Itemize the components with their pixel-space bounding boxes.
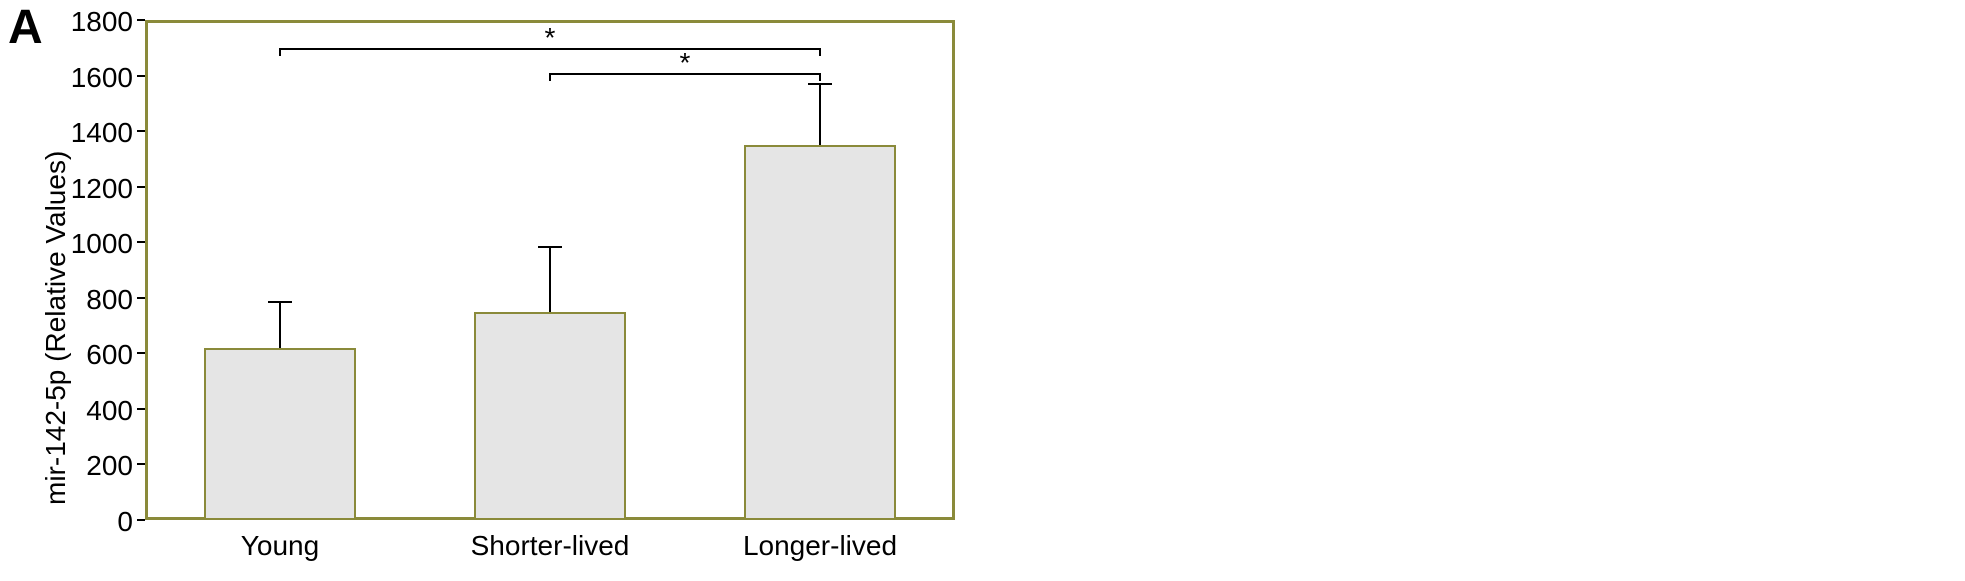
ytick-label: 200 — [86, 450, 133, 482]
ytick-mark — [137, 130, 145, 132]
significance-star: * — [680, 49, 691, 77]
ytick-label: 400 — [86, 395, 133, 427]
x-category-label: Longer-lived — [743, 530, 897, 562]
figure-row: A mir-142-5p (Relative Values) 020040060… — [0, 0, 1965, 581]
ytick-label: 800 — [86, 284, 133, 316]
ytick-mark — [137, 297, 145, 299]
ytick-mark — [137, 75, 145, 77]
bar — [744, 145, 895, 520]
ytick-label: 1000 — [71, 228, 133, 260]
bar — [204, 348, 355, 520]
error-bar-stem — [819, 83, 821, 146]
significance-bracket-tick — [819, 73, 821, 81]
error-bar-stem — [279, 301, 281, 348]
ytick-mark — [137, 408, 145, 410]
ytick-label: 1600 — [71, 62, 133, 94]
x-category-label: Shorter-lived — [471, 530, 630, 562]
ytick-label: 1200 — [71, 173, 133, 205]
panel-a-ylabel: mir-142-5p (Relative Values) — [40, 151, 72, 505]
ytick-label: 600 — [86, 339, 133, 371]
ytick-mark — [137, 241, 145, 243]
panel-a-plot-frame: 020040060080010001200140016001800YoungSh… — [145, 20, 955, 520]
significance-star: * — [545, 24, 556, 52]
error-bar-stem — [549, 246, 551, 311]
x-category-label: Young — [241, 530, 319, 562]
ytick-label: 0 — [117, 506, 133, 538]
ytick-label: 1800 — [71, 6, 133, 38]
bar — [474, 312, 625, 520]
significance-bracket-tick — [549, 73, 551, 81]
panel-b: B Sirt-1 (Relative Values) 0200400600800… — [983, 0, 1965, 581]
ytick-mark — [137, 352, 145, 354]
error-bar-cap — [268, 301, 292, 303]
ytick-label: 1400 — [71, 117, 133, 149]
ytick-mark — [137, 519, 145, 521]
ytick-mark — [137, 186, 145, 188]
panel-a-label: A — [8, 4, 43, 52]
ytick-mark — [137, 463, 145, 465]
significance-bracket-tick — [279, 48, 281, 56]
ytick-mark — [137, 19, 145, 21]
significance-bracket-tick — [819, 48, 821, 56]
error-bar-cap — [538, 246, 562, 248]
error-bar-cap — [808, 83, 832, 85]
panel-a: A mir-142-5p (Relative Values) 020040060… — [0, 0, 983, 581]
